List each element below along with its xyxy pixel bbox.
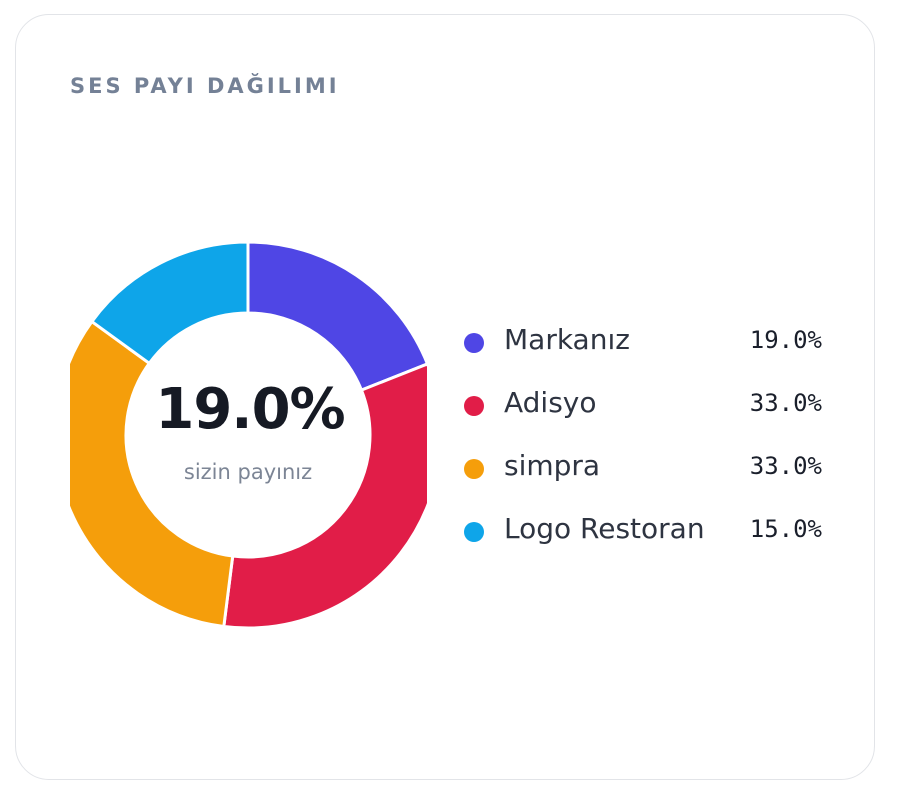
legend-color-dot: [464, 333, 484, 353]
legend-label: simpra: [504, 449, 601, 482]
chart-legend: Markanız 19.0% Adisyo 33.0% simpra 33.0% Logo …: [462, 314, 832, 566]
legend-color-dot: [464, 396, 484, 416]
donut-slice-3: [70, 319, 235, 629]
legend-value: 33.0%: [749, 389, 822, 417]
donut-slice-2: [222, 362, 427, 630]
legend-label: Logo Restoran: [504, 512, 705, 545]
donut-chart: [70, 240, 427, 630]
legend-item: Markanız 19.0%: [462, 314, 832, 377]
donut-slice-4: [89, 240, 250, 366]
legend-item: simpra 33.0%: [462, 440, 832, 503]
legend-label: Markanız: [504, 323, 630, 356]
share-of-voice-card: [15, 14, 875, 780]
legend-label: Adisyo: [504, 386, 597, 419]
donut-svg: [70, 240, 427, 630]
legend-value: 15.0%: [749, 515, 822, 543]
legend-value: 19.0%: [749, 326, 822, 354]
legend-item: Logo Restoran 15.0%: [462, 503, 832, 566]
donut-slice-1: [246, 240, 427, 393]
center-share-value: 19.0%: [155, 377, 345, 442]
legend-color-dot: [464, 522, 484, 542]
legend-color-dot: [464, 459, 484, 479]
card-title: SES PAYI DAĞILIMI: [70, 74, 340, 98]
legend-item: Adisyo 33.0%: [462, 377, 832, 440]
center-share-caption: sizin payınız: [183, 460, 313, 484]
legend-value: 33.0%: [749, 452, 822, 480]
